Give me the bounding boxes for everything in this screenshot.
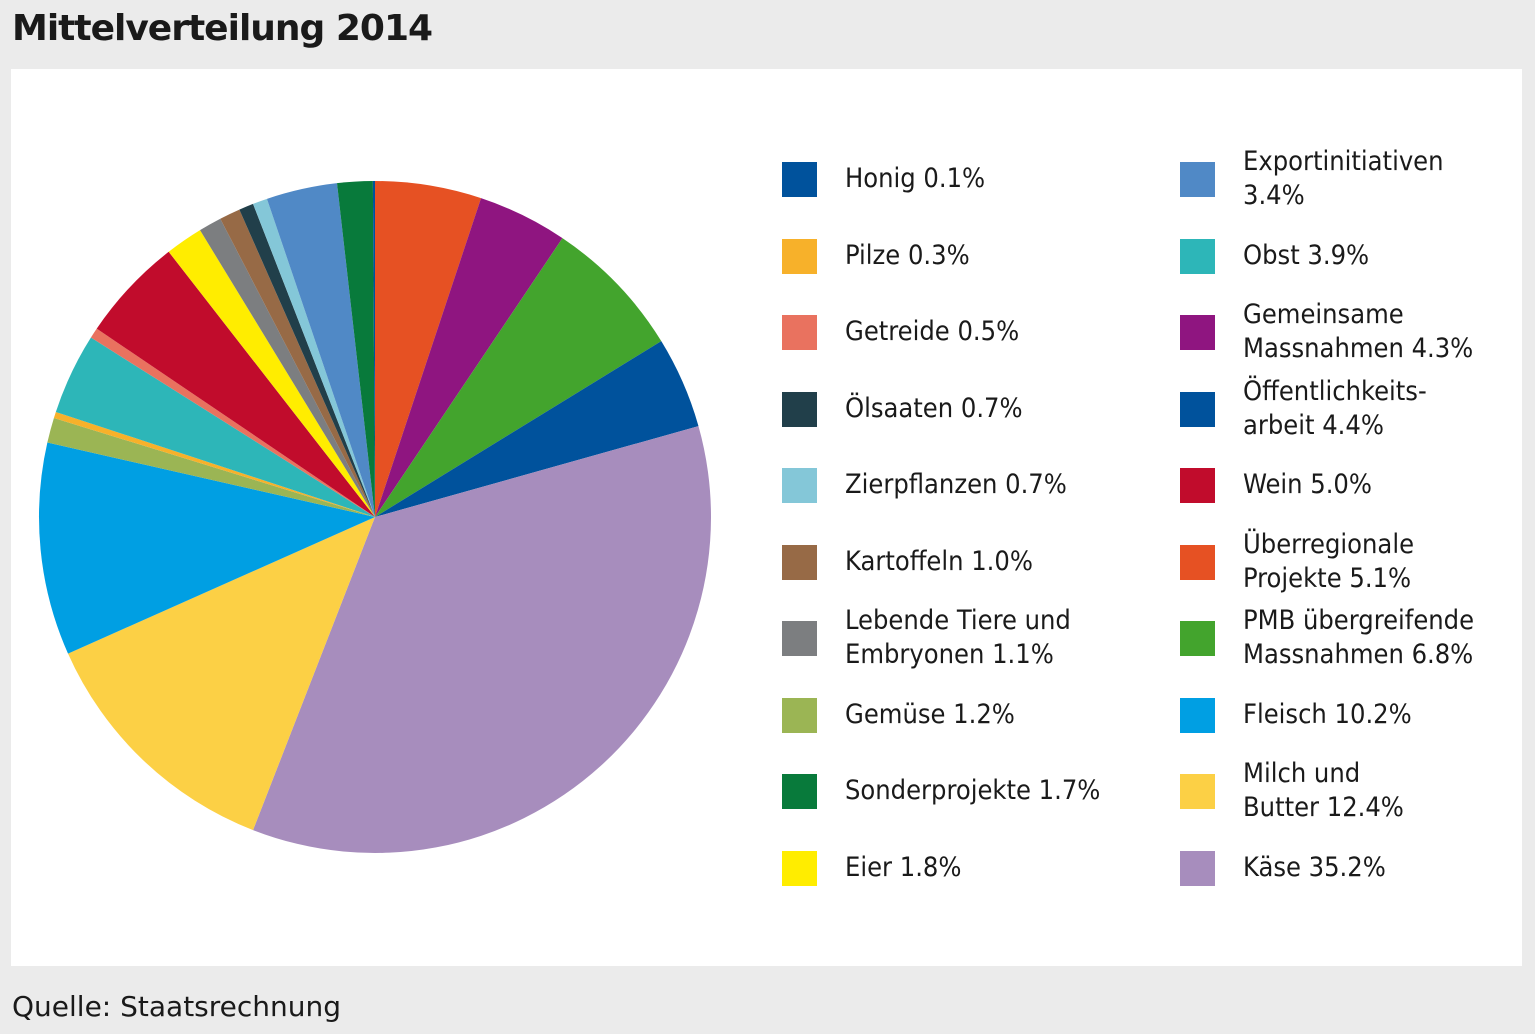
legend-swatch (1180, 621, 1215, 656)
legend-label: Eier 1.8% (845, 851, 962, 883)
legend-label: Obst 3.9% (1243, 239, 1370, 271)
legend-swatch (1180, 774, 1215, 809)
chart-title: Mittelverteilung 2014 (12, 8, 433, 49)
legend-swatch (1180, 544, 1215, 580)
legend-swatch (782, 238, 817, 274)
legend-swatch (1180, 850, 1215, 886)
pie-slice-4 (253, 426, 712, 854)
pie-chart (39, 181, 712, 854)
legend-swatch (782, 315, 817, 350)
legend-swatch (1180, 391, 1215, 427)
legend-label: Milch und Butter 12.4% (1243, 758, 1404, 823)
legend-label: Sonderprojekte 1.7% (845, 775, 1101, 806)
legend-swatch (782, 468, 817, 503)
legend-swatch (782, 544, 817, 580)
legend-label: Exportinitiativen 3.4% (1243, 146, 1444, 211)
legend-label: Honig 0.1% (845, 163, 986, 194)
legend-swatch (1180, 697, 1215, 733)
pie-slice-18 (337, 181, 375, 517)
legend-label: Überregionale Projekte 5.1% (1243, 528, 1415, 594)
pie-slice-16 (253, 198, 375, 517)
legend-swatch (782, 697, 817, 733)
pie-slice-15 (239, 203, 375, 517)
legend-label: Getreide 0.5% (845, 316, 1020, 347)
pie-slice-8 (53, 411, 375, 517)
pie-slice-17 (266, 183, 375, 517)
legend-label: Gemeinsame Massnahmen 4.3% (1243, 299, 1474, 364)
chart-panel: Honig 0.1% Pilze 0.3% Getreide 0.5% Ölsaate… (11, 69, 1522, 966)
pie-slice-19 (372, 181, 375, 517)
legend-label: PMB übergreifende Massnahmen 6.8% (1243, 605, 1475, 670)
pie-slice-0 (375, 181, 482, 517)
legend-label: Lebende Tiere und Embryonen 1.1% (845, 605, 1071, 670)
legend-swatch (1180, 468, 1215, 503)
legend-swatch (1180, 162, 1215, 197)
pie-slice-11 (96, 251, 375, 517)
pie-slice-1 (375, 198, 563, 518)
pie-slice-10 (90, 328, 375, 517)
legend-label: Gemüse 1.2% (845, 698, 1015, 730)
legend-swatch (782, 850, 817, 886)
legend-label: Ölsaaten 0.7% (845, 392, 1023, 424)
pie-slice-3 (375, 341, 699, 517)
legend-swatch (1180, 315, 1215, 350)
pie-slice-9 (55, 337, 376, 517)
pie-slice-12 (168, 230, 375, 517)
source-note: Quelle: Staatsrechnung (12, 990, 342, 1023)
legend-swatch (782, 774, 817, 809)
legend-label: Öffentlichkeits- arbeit 4.4% (1243, 375, 1427, 441)
legend-label: Käse 35.2% (1243, 851, 1386, 883)
legend-swatch (782, 162, 817, 197)
pie-slice-7 (47, 418, 376, 517)
legend-label: Kartoffeln 1.0% (845, 545, 1033, 577)
legend-label: Wein 5.0% (1243, 469, 1372, 500)
legend-label: Pilze 0.3% (845, 239, 970, 271)
pie-slice-6 (39, 442, 375, 654)
legend-label: Zierpflanzen 0.7% (845, 469, 1067, 500)
pie-slice-2 (375, 238, 662, 517)
pie-slice-5 (68, 517, 375, 831)
pie-slice-14 (220, 209, 375, 517)
legend-swatch (782, 391, 817, 427)
legend-swatch (1180, 238, 1215, 274)
legend-swatch (782, 621, 817, 656)
legend-label: Fleisch 10.2% (1243, 698, 1412, 730)
pie-slice-13 (200, 218, 375, 518)
